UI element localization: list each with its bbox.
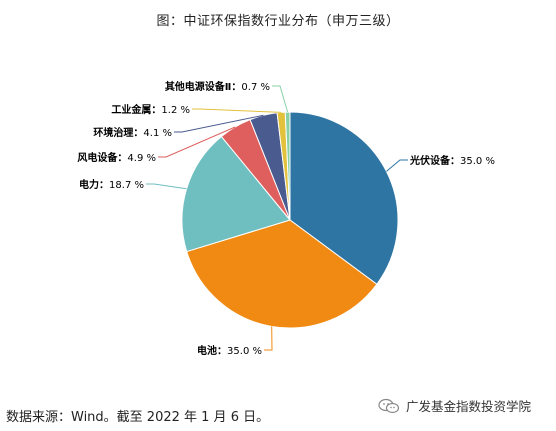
slice-label-name: 工业金属： bbox=[111, 103, 161, 116]
leader-line bbox=[174, 114, 264, 133]
slice-label-value: 35.0 % bbox=[460, 156, 495, 167]
chart-title: 图：中证环保指数行业分布（申万三级） bbox=[156, 14, 400, 29]
slice-label-value: 1.2 % bbox=[161, 105, 190, 116]
leader-line bbox=[272, 85, 289, 113]
slice-label-name: 电池： bbox=[197, 344, 227, 357]
slice-label-value: 4.9 % bbox=[127, 153, 156, 164]
slice-label-name: 其他电源设备Ⅱ： bbox=[165, 80, 242, 93]
leader-line bbox=[146, 183, 187, 190]
leader-line bbox=[158, 126, 236, 158]
slice-label-name: 环境治理： bbox=[93, 126, 143, 139]
slice-label: 其他电源设备Ⅱ：0.7 % bbox=[165, 80, 270, 93]
watermark: 广发基金指数投资学院 bbox=[378, 396, 531, 415]
pie-slice bbox=[181, 135, 291, 253]
slice-label: 风电设备：4.9 % bbox=[77, 151, 156, 164]
source-note: 数据来源：Wind。截至 2022 年 1 月 6 日。 bbox=[6, 410, 270, 425]
slice-label: 环境治理：4.1 % bbox=[93, 126, 172, 139]
watermark-text: 广发基金指数投资学院 bbox=[406, 399, 532, 414]
slice-label-value: 18.7 % bbox=[109, 180, 144, 191]
slice-label-value: 35.0 % bbox=[227, 346, 262, 357]
leader-line bbox=[192, 108, 282, 113]
slice-label-name: 光伏设备： bbox=[409, 154, 460, 167]
wechat-icon bbox=[378, 398, 400, 413]
slice-label: 电池：35.0 % bbox=[197, 344, 262, 357]
slice-label-name: 电力： bbox=[79, 178, 109, 191]
slice-label-value: 0.7 % bbox=[241, 82, 270, 93]
slice-label-name: 风电设备： bbox=[77, 151, 127, 164]
slice-label: 工业金属：1.2 % bbox=[111, 103, 190, 116]
slice-label: 光伏设备：35.0 % bbox=[409, 154, 495, 167]
slice-label-value: 4.1 % bbox=[143, 128, 172, 139]
slice-label: 电力：18.7 % bbox=[79, 178, 144, 191]
pie-slice bbox=[284, 111, 291, 221]
leader-line bbox=[386, 159, 408, 172]
leader-line bbox=[264, 326, 273, 351]
